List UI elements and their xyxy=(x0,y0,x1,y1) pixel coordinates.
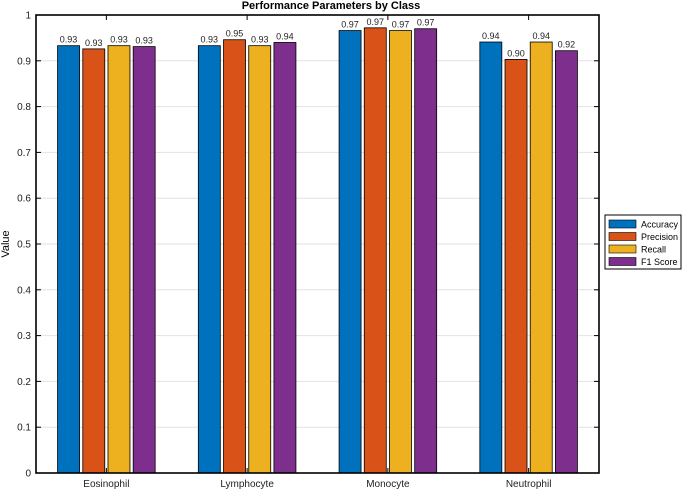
legend-label: Precision xyxy=(641,232,678,242)
bar-value-label: 0.97 xyxy=(341,20,359,30)
bar-value-label: 0.93 xyxy=(60,35,78,45)
bar-f1-score xyxy=(555,50,578,474)
y-tick-label: 0.6 xyxy=(17,194,31,205)
chart-title: Performance Parameters by Class xyxy=(242,0,421,12)
y-tick-label: 0 xyxy=(25,469,31,480)
y-tick-label: 0.2 xyxy=(17,377,31,388)
bar-recall xyxy=(107,45,131,474)
y-tick-label: 0.7 xyxy=(17,148,31,159)
plot-area-border xyxy=(35,14,600,474)
bar-f1-score xyxy=(414,28,438,474)
y-tick-label: 0.9 xyxy=(17,56,31,67)
bar-f1-score xyxy=(273,42,297,474)
bar-accuracy xyxy=(197,45,221,474)
bar-value-label: 0.93 xyxy=(135,36,153,46)
bar-value-label: 0.93 xyxy=(201,35,219,45)
y-tick-label: 0.4 xyxy=(17,285,31,296)
bar-precision xyxy=(363,27,387,474)
x-tick-label: Eosinophil xyxy=(83,479,129,490)
bar-value-label: 0.94 xyxy=(532,31,550,41)
bar-accuracy xyxy=(338,30,362,474)
bar-value-label: 0.93 xyxy=(110,35,128,45)
bar-precision xyxy=(504,59,528,474)
bar-value-label: 0.92 xyxy=(558,40,576,50)
bar-recall xyxy=(529,41,553,474)
bar-accuracy xyxy=(479,41,503,474)
x-tick-label: Monocyte xyxy=(366,479,410,490)
legend-swatch xyxy=(608,257,637,266)
bar-precision xyxy=(223,39,246,474)
x-tick-label: Neutrophil xyxy=(506,479,552,490)
y-tick-label: 0.8 xyxy=(17,102,31,113)
legend-label: F1 Score xyxy=(641,257,678,267)
bar-value-label: 0.93 xyxy=(251,35,269,45)
legend-label: Recall xyxy=(641,245,666,255)
bar-value-label: 0.97 xyxy=(367,17,385,27)
bar-value-label: 0.97 xyxy=(392,20,410,30)
bar-value-label: 0.93 xyxy=(85,38,103,48)
bar-f1-score xyxy=(132,46,156,474)
y-tick-label: 1 xyxy=(25,11,31,22)
bars xyxy=(57,27,578,474)
legend: Accuracy Precision Recall F1 Score xyxy=(604,214,682,270)
bar-value-labels: 0.93 0.93 0.93 0.93 0.93 0.95 0.93 0.94 0.97 0.97… xyxy=(60,17,575,59)
bar-value-label: 0.94 xyxy=(482,31,500,41)
bar-value-label: 0.95 xyxy=(226,29,244,39)
y-axis-label: Value xyxy=(0,230,12,257)
bar-recall xyxy=(389,30,412,474)
y-tick-label: 0.3 xyxy=(17,331,31,342)
y-tick-label: 0.5 xyxy=(17,240,31,251)
bar-recall xyxy=(248,45,272,474)
bar-value-label: 0.94 xyxy=(276,31,294,41)
legend-swatch xyxy=(608,219,637,229)
legend-swatch xyxy=(608,232,637,241)
x-axis-ticks: Eosinophil Lymphocyte Monocyte Neutrophil xyxy=(83,15,551,490)
bar-accuracy xyxy=(57,45,80,474)
bar-value-label: 0.97 xyxy=(417,18,435,28)
y-axis-ticks: 0 0.1 0.2 0.3 0.4 0.5 0.6 0.7 0.8 0.9 1 xyxy=(17,11,599,480)
bar-value-label: 0.90 xyxy=(507,48,525,58)
y-tick-label: 0.1 xyxy=(17,423,31,434)
bar-precision xyxy=(82,48,106,474)
legend-swatch xyxy=(608,244,637,254)
x-tick-label: Lymphocyte xyxy=(220,479,274,490)
legend-label: Accuracy xyxy=(641,220,679,230)
